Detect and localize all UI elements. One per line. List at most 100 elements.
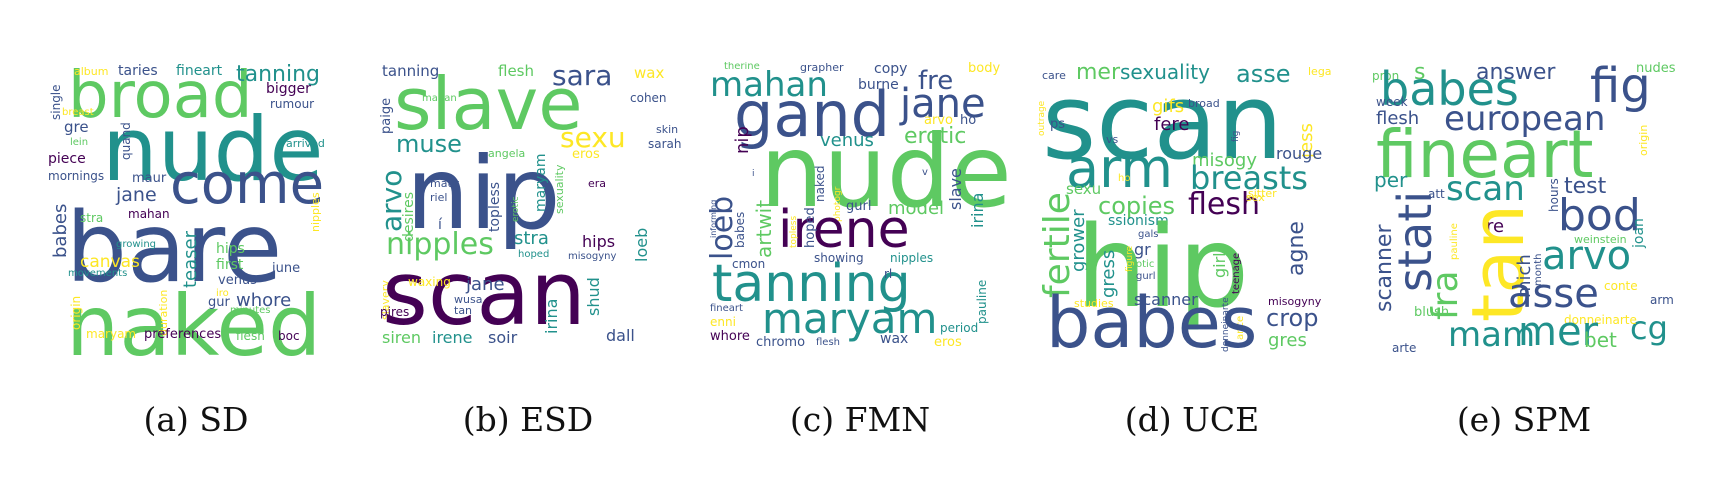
word: flesh — [816, 337, 840, 348]
word: grapher — [800, 62, 844, 74]
wordcloud-uce: care mer sexuality asse lega scan outrag… — [1036, 62, 1348, 382]
word: blush — [1414, 305, 1450, 320]
word: gur — [208, 295, 230, 310]
word: misogy — [1192, 150, 1258, 171]
word: arm — [1650, 293, 1674, 307]
word: maryam — [533, 153, 549, 212]
word: crop — [1266, 304, 1319, 332]
word: flesh — [1376, 108, 1420, 129]
word: babes — [1046, 282, 1258, 364]
word: outrage — [1037, 100, 1047, 136]
word: stra — [80, 211, 104, 225]
word: sex — [1246, 191, 1265, 204]
word: asse — [1236, 62, 1291, 88]
word: piece — [48, 151, 86, 167]
word: artwit — [752, 199, 776, 258]
word: jane — [466, 274, 505, 295]
word: slave — [946, 168, 965, 210]
word: growing — [116, 239, 156, 250]
word: lein — [70, 137, 89, 148]
word: jane — [900, 81, 986, 127]
caption-esd: (b) ESD — [462, 400, 594, 439]
word: topless — [789, 215, 799, 248]
word: tanning — [712, 254, 911, 314]
word: waxing — [408, 275, 451, 289]
word: cg — [1630, 309, 1668, 347]
word: wusa — [454, 293, 483, 306]
word: s — [1414, 62, 1426, 85]
word: sexuality — [553, 164, 566, 214]
word: gals — [1138, 229, 1159, 240]
word: body — [968, 62, 1001, 76]
word: gurl — [1136, 271, 1156, 282]
word: fig — [1590, 62, 1651, 114]
caption-spm: (e) SPM — [1456, 400, 1592, 439]
word: ho — [960, 113, 977, 128]
word: copies — [1098, 192, 1176, 220]
word: maryam — [762, 294, 938, 343]
word: origin — [69, 295, 83, 330]
word: arrived — [286, 137, 325, 150]
word: hoped — [518, 249, 550, 260]
word: sexu — [1066, 180, 1102, 198]
word: soir — [488, 328, 518, 347]
word: bod — [1558, 190, 1641, 241]
word: enni — [710, 315, 736, 329]
word: misogyny — [568, 251, 617, 262]
word: hoped — [803, 207, 818, 248]
word: arte — [1392, 341, 1417, 355]
word: jane — [116, 184, 157, 206]
wordcloud-esd: tanning slave sara wax flesh mahan paige… — [372, 62, 684, 382]
word: week — [1376, 95, 1408, 109]
caption-sd: (a) SD — [143, 400, 249, 439]
word: whore — [710, 329, 750, 344]
word: gand — [734, 78, 890, 151]
word: scan — [1446, 169, 1525, 209]
word: vs — [1106, 133, 1119, 146]
word: movements — [68, 268, 128, 279]
word: conte — [1604, 279, 1638, 293]
word: irene — [778, 200, 910, 260]
word: maur — [132, 171, 167, 186]
word: irina — [968, 192, 987, 228]
word: nip — [406, 135, 561, 252]
word: model — [888, 198, 945, 219]
word: fineart — [710, 303, 743, 314]
word: erotic — [904, 124, 967, 149]
word: fere — [1154, 114, 1190, 135]
word: joan — [1631, 218, 1647, 248]
word: slave — [394, 62, 583, 146]
word: bigger — [266, 81, 311, 97]
word: first — [216, 257, 244, 273]
word: stra — [514, 228, 549, 249]
word: muse — [396, 130, 462, 158]
word: rl — [884, 267, 893, 281]
word: european — [1444, 99, 1606, 139]
word: minutes — [230, 305, 271, 316]
word: rumour — [270, 97, 315, 111]
word: mornings — [48, 169, 105, 183]
word: nipples — [890, 251, 934, 265]
word: asse — [1508, 271, 1599, 317]
word: june — [272, 261, 301, 276]
word: origin — [1637, 124, 1650, 156]
word: mahan — [422, 93, 457, 104]
word: att — [1428, 187, 1445, 201]
word: naked — [66, 277, 322, 375]
word: irene — [432, 328, 473, 347]
word: i — [752, 169, 755, 179]
word: fineart — [1376, 116, 1594, 193]
word: chromo — [756, 335, 806, 350]
word: burne — [858, 77, 899, 93]
caption-uce: (d) UCE — [1124, 400, 1260, 439]
word: misogyny — [1268, 295, 1322, 308]
word: arvo — [1542, 233, 1632, 279]
word: flesh — [1188, 187, 1260, 222]
word: therine — [724, 62, 760, 72]
word: babes — [733, 211, 747, 248]
word: v — [922, 167, 928, 178]
word: album — [74, 65, 109, 78]
word: eros — [934, 335, 962, 350]
word: babes — [1380, 62, 1519, 116]
word: nipples — [309, 192, 322, 232]
